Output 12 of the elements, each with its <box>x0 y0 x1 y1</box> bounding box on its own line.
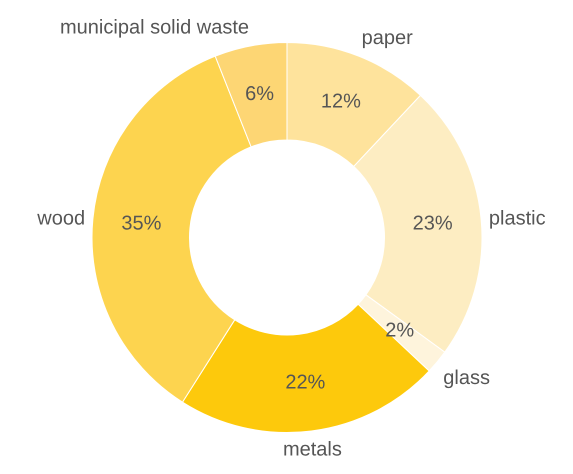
data-label: 2% <box>385 320 414 342</box>
slice-label: wood <box>36 207 86 230</box>
slice-label: metals <box>282 438 342 461</box>
data-label: 22% <box>285 372 326 394</box>
data-label: 35% <box>121 212 162 235</box>
slice-label: municipal solid waste <box>60 16 250 38</box>
data-label: 23% <box>412 212 453 235</box>
slice-label: glass <box>443 366 490 389</box>
slice-label: plastic <box>488 207 546 230</box>
slice-label: paper <box>362 26 414 49</box>
data-label: 12% <box>320 90 362 113</box>
data-label: 6% <box>245 82 274 105</box>
